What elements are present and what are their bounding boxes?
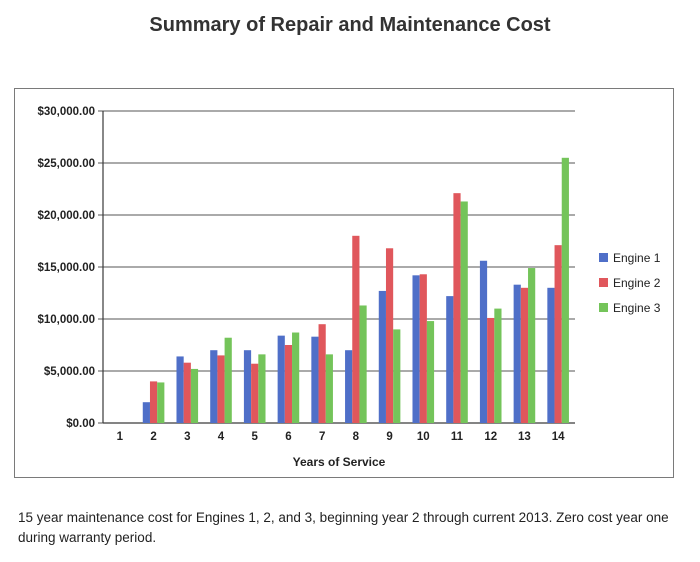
bar-engine-2 <box>149 381 158 423</box>
y-tick-label: $30,000.00 <box>37 106 95 118</box>
legend-label: Engine 3 <box>613 301 661 315</box>
bar-engine-2 <box>419 274 427 423</box>
bar-engine-3 <box>460 201 468 423</box>
x-axis-title: Years of Service <box>293 455 386 469</box>
bar-engine-1 <box>378 290 386 423</box>
x-tick-label: 4 <box>218 431 225 443</box>
x-tick-label: 3 <box>184 431 190 443</box>
bar-engine-1 <box>210 350 218 423</box>
bar-engine-1 <box>479 260 488 423</box>
bar-engine-1 <box>277 335 285 423</box>
bar-engine-1 <box>412 275 420 423</box>
bar-engine-2 <box>453 193 461 423</box>
legend-swatch <box>599 278 608 287</box>
x-tick-label: 8 <box>353 431 360 443</box>
bar-engine-2 <box>385 248 394 423</box>
bar-engine-3 <box>561 157 569 424</box>
bar-chart: $0.00 $5,000.00 $10,000.00 $15,000.00 $20,00… <box>37 106 661 469</box>
bar-engine-3 <box>292 332 300 423</box>
bar-engine-1 <box>243 350 252 423</box>
y-tick-label: $20,000.00 <box>37 210 95 222</box>
bar-engine-3 <box>528 268 536 423</box>
bar-engine-3 <box>426 321 435 423</box>
y-tick-label: $15,000.00 <box>37 262 95 274</box>
x-tick-label: 12 <box>484 431 497 443</box>
bar-engine-2 <box>352 235 360 423</box>
bar-engine-3 <box>190 368 199 423</box>
bar-engine-2 <box>318 324 326 423</box>
page-title: Summary of Repair and Maintenance Cost <box>149 14 551 36</box>
bar-engine-1 <box>513 284 521 423</box>
x-tick-label: 14 <box>552 431 565 443</box>
x-tick-label: 2 <box>150 431 156 443</box>
bar-engine-3 <box>224 337 232 423</box>
x-tick-label: 10 <box>417 431 430 443</box>
bar-engine-1 <box>446 296 454 423</box>
bar-engine-2 <box>284 345 293 423</box>
x-tick-label: 1 <box>117 431 124 443</box>
y-tick-label: $25,000.00 <box>37 158 95 170</box>
bar-engine-1 <box>311 336 319 423</box>
legend-label: Engine 1 <box>613 251 661 265</box>
legend-swatch <box>599 253 608 262</box>
x-tick-label: 7 <box>319 431 325 443</box>
bar-engine-2 <box>554 245 562 423</box>
bar-engine-3 <box>157 382 165 423</box>
x-tick-label: 11 <box>451 431 464 443</box>
legend-swatch <box>599 303 608 312</box>
x-tick-label: 5 <box>252 431 259 443</box>
bar-engine-2 <box>217 355 225 423</box>
chart-caption: 15 year maintenance cost for Engines 1, … <box>18 510 669 545</box>
bar-engine-1 <box>547 287 555 423</box>
bar-engine-2 <box>520 287 529 423</box>
x-tick-label: 13 <box>518 431 531 443</box>
bar-engine-2 <box>251 363 259 423</box>
legend-label: Engine 2 <box>613 276 661 290</box>
bar-engine-3 <box>325 354 333 423</box>
bar-engine-3 <box>359 305 367 423</box>
y-tick-label: $5,000.00 <box>44 366 95 378</box>
y-tick-label: $10,000.00 <box>37 314 95 326</box>
bar-engine-2 <box>183 362 191 423</box>
y-tick-label: $0.00 <box>66 418 95 430</box>
bar-engine-1 <box>142 402 150 423</box>
x-tick-label: 6 <box>285 431 291 443</box>
bar-engine-1 <box>176 356 184 423</box>
x-tick-label: 9 <box>386 431 392 443</box>
bar-engine-3 <box>494 308 502 423</box>
bar-engine-3 <box>258 354 266 423</box>
bar-engine-2 <box>487 317 495 423</box>
bar-engine-1 <box>345 350 353 423</box>
chart-frame: $0.00 $5,000.00 $10,000.00 $15,000.00 $20,00… <box>14 88 674 478</box>
bar-engine-3 <box>393 329 401 423</box>
